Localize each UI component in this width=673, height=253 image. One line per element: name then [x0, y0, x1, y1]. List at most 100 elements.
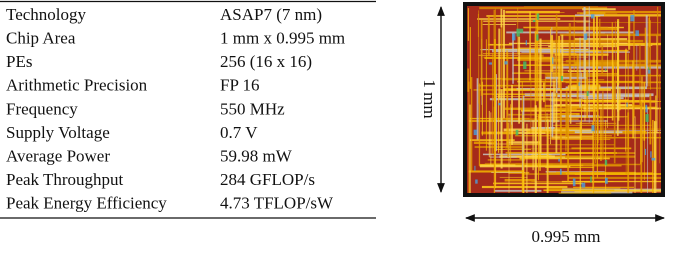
wire — [637, 45, 638, 71]
wire — [587, 91, 589, 96]
wire — [561, 76, 563, 81]
wire — [501, 9, 503, 28]
wire — [648, 67, 649, 70]
row-label: PEs — [6, 52, 32, 71]
wire — [509, 114, 510, 193]
wire — [552, 57, 553, 64]
wire — [486, 39, 487, 150]
wire — [532, 120, 533, 170]
wire — [493, 183, 583, 185]
wire — [475, 146, 525, 148]
wire — [655, 95, 656, 180]
wire — [568, 85, 601, 88]
figure: TechnologyASAP7 (7 nm)Chip Area1 mm x 0.… — [0, 0, 673, 248]
wire — [597, 64, 598, 178]
row-label: Supply Voltage — [6, 123, 110, 142]
wire — [558, 159, 560, 162]
height-label: 1 mm — [420, 79, 439, 118]
wire — [501, 20, 502, 88]
row-label: Arithmetic Precision — [6, 76, 148, 95]
wire — [498, 103, 500, 105]
wire — [605, 160, 607, 165]
wire — [574, 16, 575, 72]
wire — [480, 49, 588, 50]
wire — [512, 33, 515, 40]
wire — [523, 61, 526, 69]
wire — [539, 39, 541, 154]
wire — [645, 149, 646, 155]
wire — [602, 91, 603, 160]
wire — [501, 89, 503, 168]
wire — [584, 14, 585, 122]
wire — [552, 66, 661, 68]
wire — [633, 10, 634, 118]
wire — [537, 28, 618, 30]
wire — [489, 111, 490, 157]
wire — [510, 104, 511, 162]
wire — [494, 190, 541, 192]
wire — [531, 12, 564, 13]
wire — [617, 19, 619, 85]
wire — [645, 105, 647, 113]
wire — [582, 8, 616, 10]
wire — [601, 46, 603, 75]
wire — [613, 65, 614, 102]
row-label: Average Power — [6, 147, 110, 166]
wire — [512, 33, 514, 84]
wire — [577, 55, 579, 99]
wire — [483, 24, 516, 25]
wire — [579, 82, 580, 86]
wire — [492, 53, 493, 155]
wire — [614, 81, 616, 164]
wire — [558, 36, 560, 88]
wire — [468, 170, 523, 172]
wire — [559, 193, 612, 194]
wire — [577, 129, 661, 130]
wire — [526, 124, 527, 193]
wire — [535, 105, 537, 193]
wire — [581, 99, 582, 140]
wire — [648, 70, 650, 74]
wire — [568, 177, 661, 179]
wire — [488, 159, 525, 160]
page: TechnologyASAP7 (7 nm)Chip Area1 mm x 0.… — [0, 0, 673, 248]
wire — [529, 11, 531, 80]
wire — [490, 157, 517, 158]
wire — [561, 90, 562, 107]
row-value: 59.98 mW — [220, 147, 293, 166]
wire — [644, 103, 645, 181]
wire — [635, 116, 636, 193]
wire — [579, 38, 580, 108]
wire — [612, 22, 613, 47]
wire — [475, 179, 477, 183]
wire — [628, 16, 630, 50]
wire — [562, 181, 661, 182]
wire — [524, 173, 566, 175]
wire — [560, 169, 562, 175]
wire — [498, 29, 500, 99]
wire — [547, 113, 548, 193]
wire — [490, 112, 491, 165]
wire — [640, 101, 642, 193]
wire — [593, 104, 594, 193]
row-value: FP 16 — [220, 76, 260, 95]
row-label: Peak Energy Efficiency — [6, 194, 167, 213]
wire — [574, 191, 661, 192]
row-value: 256 (16 x 16) — [220, 52, 312, 71]
wire — [469, 105, 470, 193]
wire — [654, 121, 655, 193]
wire — [545, 75, 546, 129]
row-value: 1 mm x 0.995 mm — [220, 29, 345, 48]
wire — [478, 55, 518, 56]
wire — [599, 19, 601, 48]
wire — [506, 152, 564, 153]
wire — [543, 189, 614, 191]
row-value: ASAP7 (7 nm) — [220, 5, 322, 24]
wire — [470, 27, 471, 89]
wire — [639, 45, 640, 106]
wire — [474, 166, 475, 171]
row-label: Peak Throughput — [6, 170, 124, 189]
wire — [478, 10, 479, 103]
wire — [645, 114, 648, 122]
wire — [650, 20, 651, 89]
